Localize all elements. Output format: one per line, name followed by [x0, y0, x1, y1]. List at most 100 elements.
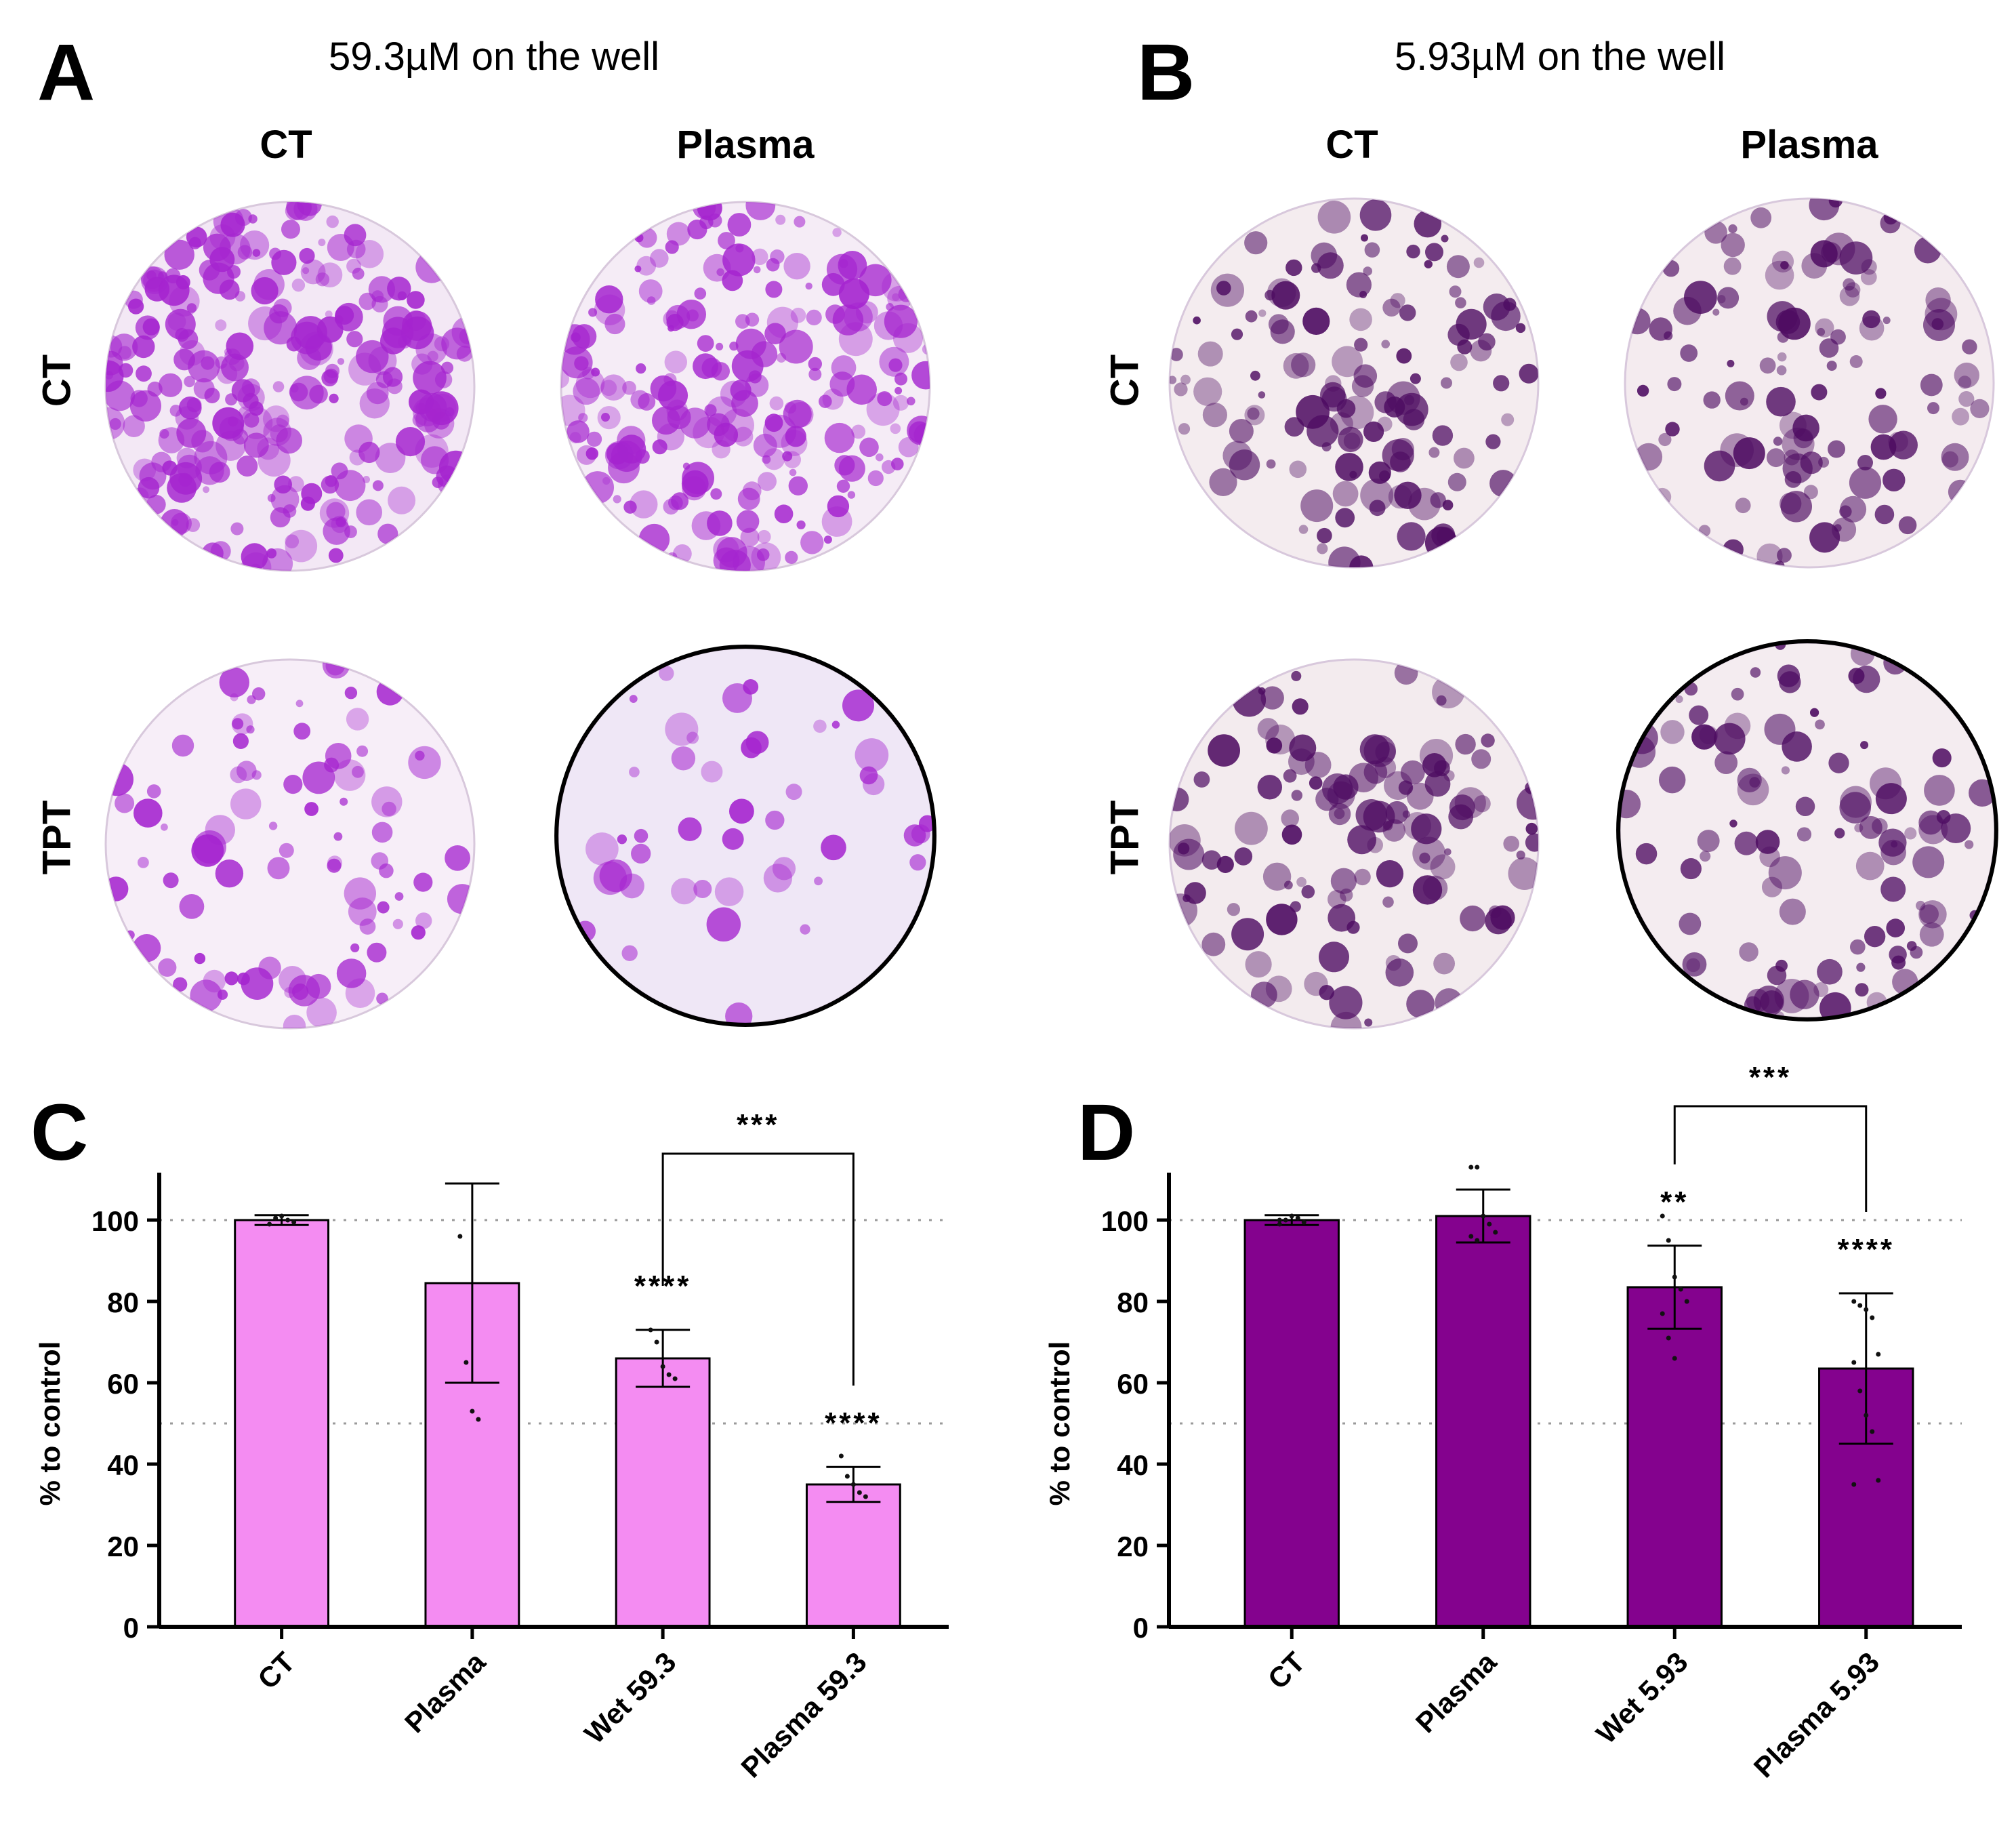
- significance-label: **: [1660, 1186, 1689, 1219]
- chart-d: 0 20 40 60 80 100 % to control CT Plasma Wet 5.93…: [1044, 1061, 1962, 1783]
- data-point: [1660, 1213, 1665, 1219]
- bar-Wet 59.3: [615, 1357, 711, 1628]
- data-point: [291, 1219, 297, 1225]
- data-point: [1475, 1238, 1480, 1243]
- well-b-ct-ct: [1168, 197, 1540, 569]
- data-point: [1864, 1413, 1869, 1418]
- y-tick-label: 40: [1117, 1449, 1149, 1481]
- x-tick-label: Plasma 59.3: [735, 1646, 872, 1783]
- x-tick-label: Wet 5.93: [1590, 1646, 1693, 1749]
- x-tick-label: Wet 59.3: [578, 1646, 682, 1749]
- data-point: [464, 1360, 469, 1365]
- x-tick-label: CT: [251, 1646, 301, 1695]
- bar-CT: [1243, 1219, 1340, 1628]
- x-tick-label: Plasma: [1410, 1646, 1503, 1739]
- data-point: [1468, 1165, 1474, 1170]
- data-point: [1277, 1217, 1282, 1223]
- data-point: [672, 1376, 678, 1381]
- y-tick-label: 80: [1117, 1287, 1149, 1318]
- data-point: [666, 1372, 672, 1377]
- data-point: [1289, 1213, 1294, 1219]
- data-point: [844, 1474, 850, 1479]
- chart-c: 0 20 40 60 80 100 % to control CT Plasma Wet 59.3…: [34, 1108, 949, 1783]
- y-axis-label: % to control: [1044, 1341, 1075, 1506]
- data-point: [273, 1215, 279, 1221]
- data-point: [1851, 1360, 1857, 1365]
- data-point: [285, 1217, 291, 1223]
- panel-a-concentration: 59.3µM on the well: [329, 35, 660, 79]
- y-tick-label: 20: [1117, 1531, 1149, 1562]
- data-point: [267, 1221, 272, 1227]
- well-a-ct-ct: [104, 201, 476, 572]
- data-point: [660, 1364, 665, 1369]
- y-tick-label: 100: [1101, 1205, 1149, 1237]
- panel-a-col-ct: CT: [260, 123, 312, 167]
- data-point: [1678, 1287, 1683, 1292]
- data-point: [1672, 1274, 1677, 1280]
- y-tick-label: 80: [107, 1287, 139, 1318]
- well-b-tpt-plasma: [1616, 639, 1998, 1021]
- data-point: [1666, 1335, 1671, 1341]
- panel-a-row-ct: CT: [35, 354, 79, 407]
- data-point: [1283, 1217, 1288, 1223]
- data-point: [1295, 1215, 1300, 1221]
- x-tick-label: Plasma 5.93: [1748, 1646, 1885, 1783]
- bar-Plasma: [1435, 1215, 1531, 1628]
- y-axis-label: % to control: [34, 1341, 66, 1506]
- data-point: [1876, 1352, 1881, 1357]
- data-point: [1851, 1299, 1857, 1304]
- x-tick-label: CT: [1262, 1646, 1311, 1695]
- y-tick-label: 20: [107, 1531, 139, 1562]
- data-point: [654, 1339, 659, 1345]
- bracket-label: ***: [1749, 1061, 1792, 1094]
- data-point: [1857, 1303, 1863, 1308]
- significance-label: ****: [634, 1270, 692, 1303]
- panel-a-row-tpt: TPT: [35, 800, 79, 875]
- panel-b-row-tpt: TPT: [1103, 800, 1147, 875]
- panel-c-letter: C: [30, 1088, 89, 1177]
- panel-a-letter: A: [37, 28, 96, 117]
- significance-bracket: [661, 1152, 855, 1386]
- well-a-tpt-ct: [104, 658, 476, 1030]
- panel-b-row-ct: CT: [1103, 354, 1147, 407]
- data-point: [1660, 1311, 1665, 1316]
- data-point: [476, 1417, 481, 1422]
- data-point: [1487, 1221, 1492, 1227]
- data-point: [1876, 1478, 1881, 1483]
- data-point: [1481, 1213, 1486, 1219]
- data-point: [470, 1409, 475, 1414]
- y-tick-label: 60: [1117, 1368, 1149, 1400]
- y-tick-label: 100: [91, 1205, 139, 1237]
- panel-b-col-ct: CT: [1325, 123, 1378, 167]
- data-point: [1301, 1219, 1307, 1225]
- y-tick-label: 0: [123, 1612, 139, 1644]
- data-point: [1277, 1221, 1282, 1227]
- data-point: [850, 1482, 856, 1487]
- panel-b-letter: B: [1137, 28, 1195, 117]
- data-point: [838, 1453, 844, 1459]
- y-tick-label: 40: [107, 1449, 139, 1481]
- data-point: [279, 1213, 285, 1219]
- bar-CT: [234, 1219, 330, 1628]
- well-b-tpt-ct: [1168, 658, 1540, 1030]
- data-point: [1870, 1429, 1875, 1434]
- well-b-ct-plasma: [1624, 197, 1995, 569]
- significance-bracket: [1673, 1105, 1868, 1212]
- panel-b-concentration: 5.93µM on the well: [1395, 35, 1726, 79]
- bar-Plasma 59.3: [805, 1483, 901, 1628]
- data-point: [1493, 1230, 1498, 1235]
- bar-Wet 5.93: [1626, 1286, 1723, 1628]
- data-point: [1870, 1315, 1875, 1320]
- significance-label: ****: [825, 1406, 882, 1440]
- data-point: [1672, 1356, 1677, 1361]
- data-point: [1864, 1307, 1869, 1312]
- data-point: [457, 1234, 463, 1239]
- well-a-tpt-plasma: [554, 645, 937, 1027]
- significance-label: ****: [1838, 1233, 1895, 1266]
- data-point: [857, 1490, 862, 1495]
- data-point: [1468, 1234, 1474, 1239]
- data-point: [1666, 1238, 1671, 1243]
- panel-b-col-plasma: Plasma: [1740, 123, 1878, 167]
- x-tick-label: Plasma: [398, 1646, 492, 1739]
- panel-d-letter: D: [1077, 1088, 1136, 1177]
